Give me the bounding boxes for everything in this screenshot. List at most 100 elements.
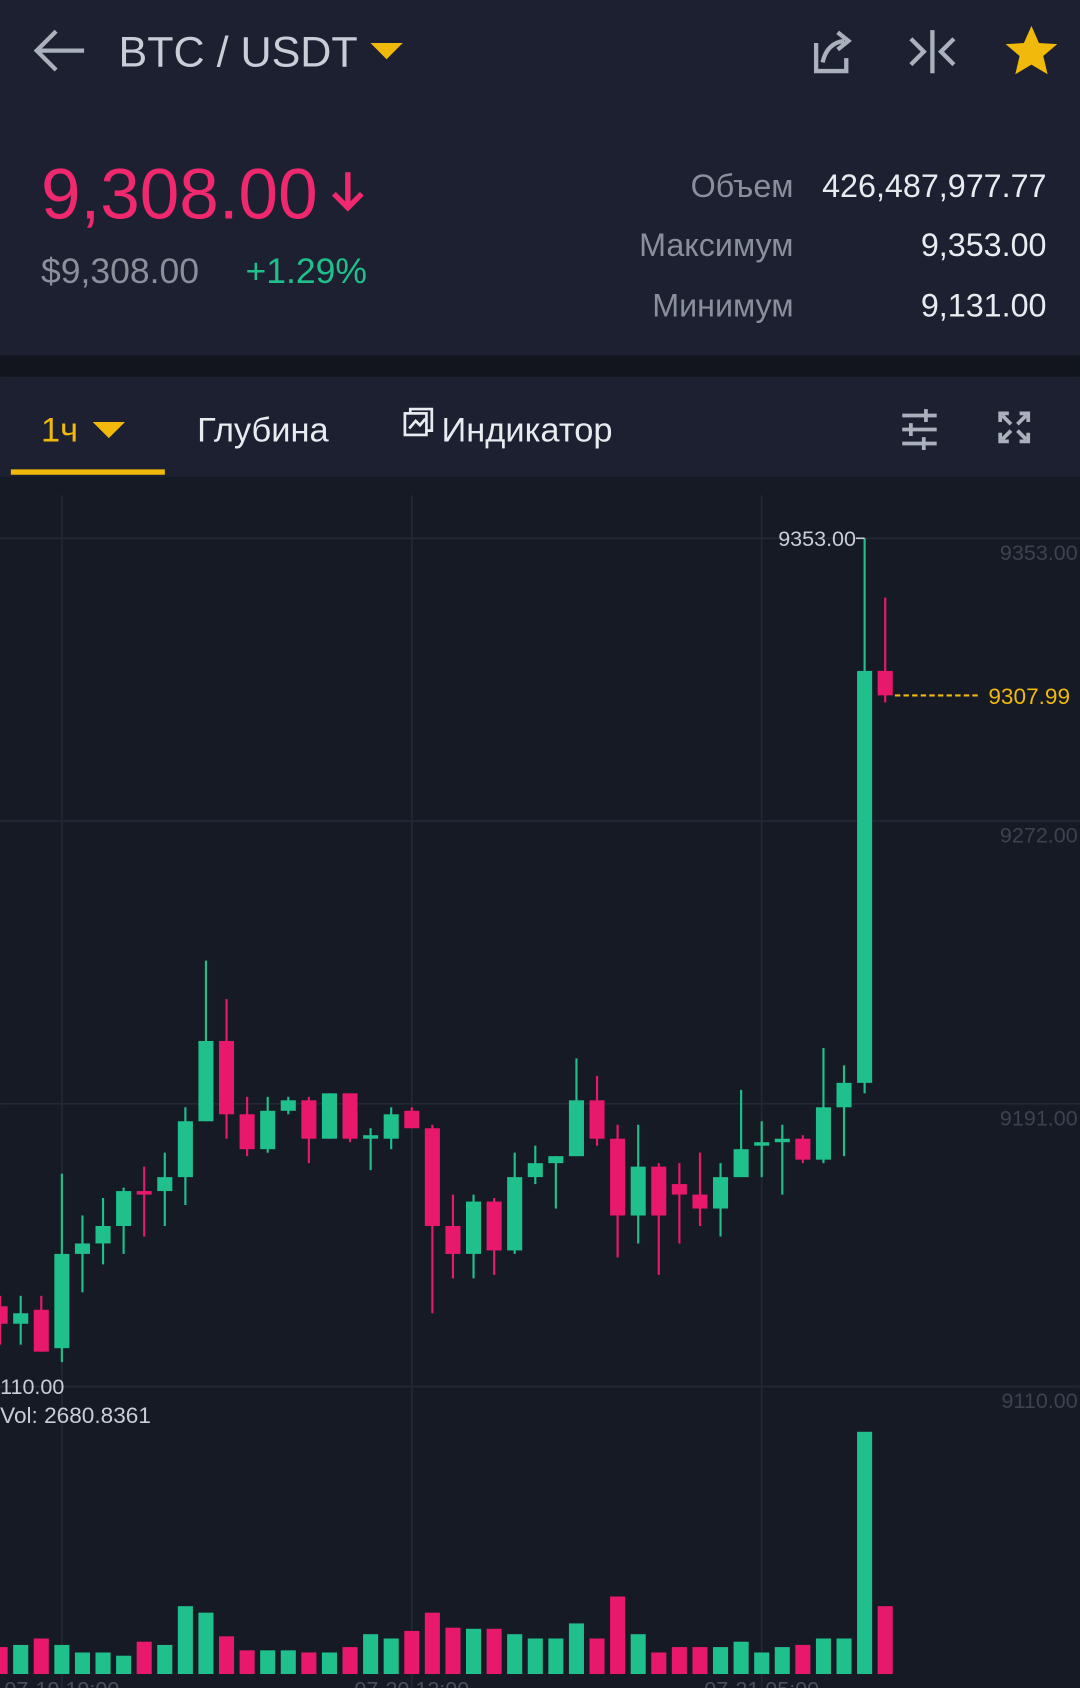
candle-body xyxy=(815,1107,831,1160)
candle-body xyxy=(692,1194,708,1209)
volume-bar xyxy=(651,1652,667,1675)
favorite-star[interactable] xyxy=(1005,25,1058,75)
candle-body xyxy=(219,1040,235,1115)
compare-button[interactable] xyxy=(909,30,956,74)
interval-tab[interactable]: 1ч xyxy=(41,411,78,449)
volume-label: Vol: 2680.8361 xyxy=(0,1403,151,1428)
candle-body xyxy=(0,1306,8,1324)
volume-bar xyxy=(877,1606,893,1675)
volume-bar xyxy=(219,1636,235,1675)
high-marker: 9353.00 xyxy=(778,527,856,551)
candle-body xyxy=(342,1093,358,1139)
volume-bar xyxy=(301,1652,317,1675)
volume-bar xyxy=(136,1641,152,1675)
candle-body xyxy=(733,1149,749,1178)
settings-button[interactable] xyxy=(902,409,937,450)
candle-body xyxy=(712,1177,729,1209)
candle-body xyxy=(177,1121,193,1178)
pair-title[interactable]: BTC / USDT xyxy=(119,29,358,77)
divider xyxy=(0,355,1080,377)
candle-body xyxy=(74,1243,90,1254)
volume-bar xyxy=(630,1634,646,1675)
volume-bar xyxy=(177,1606,193,1675)
price-change: +1.29% xyxy=(246,251,367,291)
candle-body xyxy=(116,1191,132,1226)
volume-bar xyxy=(363,1634,379,1675)
chart-bg xyxy=(0,476,1080,1688)
y-tick-label: 9191.00 xyxy=(1000,1106,1078,1130)
share-button[interactable] xyxy=(813,30,852,74)
candle-body xyxy=(198,1040,214,1122)
volume-bar xyxy=(54,1644,70,1675)
volume-bar xyxy=(774,1647,790,1675)
volume-bar xyxy=(404,1630,420,1675)
last-price-label: 9307.99 xyxy=(988,684,1070,709)
candle-body xyxy=(527,1163,543,1178)
last-price: 9,308.00 xyxy=(41,156,318,235)
candle-body xyxy=(33,1309,49,1352)
volume-bar xyxy=(321,1652,337,1675)
candle-body xyxy=(136,1191,152,1195)
price-usd: $9,308.00 xyxy=(41,251,199,291)
volume-bar xyxy=(527,1638,543,1675)
candle-body xyxy=(424,1128,440,1226)
volume-bar xyxy=(74,1652,90,1675)
fullscreen-button[interactable] xyxy=(998,411,1031,444)
volume-bar xyxy=(280,1650,296,1675)
candle-body xyxy=(404,1110,420,1129)
candle-body xyxy=(157,1177,173,1192)
candle-body xyxy=(630,1166,646,1216)
x-tick-label: 07-20 12:00 xyxy=(354,1678,469,1688)
candle-body xyxy=(651,1166,667,1216)
candle-body xyxy=(507,1177,523,1251)
volume-bar xyxy=(260,1650,276,1675)
candle-body xyxy=(54,1253,70,1349)
volume-bar xyxy=(589,1638,605,1675)
candle-body xyxy=(280,1100,296,1111)
volume-bar xyxy=(548,1638,564,1675)
header-bg xyxy=(0,0,1080,356)
depth-tab[interactable]: Глубина xyxy=(197,411,329,449)
y-tick-label: 9110.00 xyxy=(1002,1389,1078,1413)
stat-label: Минимум xyxy=(652,288,793,324)
volume-bar xyxy=(733,1641,749,1675)
volume-bar xyxy=(33,1638,49,1675)
stat-label: Объем xyxy=(691,168,794,204)
candle-body xyxy=(589,1100,605,1139)
volume-bar xyxy=(95,1652,111,1675)
candle-body xyxy=(610,1138,626,1216)
price-down-arrow xyxy=(331,172,364,212)
candle-body xyxy=(754,1142,770,1146)
stat-label: Максимум xyxy=(639,227,793,263)
tab-bar-bg xyxy=(0,376,1080,477)
tab-underline xyxy=(10,469,165,475)
candle-body xyxy=(301,1100,317,1139)
x-tick-label: 07-19 19:00 xyxy=(4,1678,119,1688)
volume-bar xyxy=(486,1628,502,1675)
candle-body xyxy=(671,1184,687,1195)
volume-bar xyxy=(815,1638,831,1675)
back-button[interactable] xyxy=(33,29,85,72)
indicator-tab[interactable]: Индикатор xyxy=(441,411,612,449)
volume-bar xyxy=(712,1647,729,1675)
candle-body xyxy=(363,1135,379,1139)
candle-body xyxy=(260,1110,276,1150)
volume-bar xyxy=(383,1638,399,1675)
volume-bar xyxy=(795,1644,811,1675)
volume-bar xyxy=(342,1647,358,1675)
stat-value: 426,487,977.77 xyxy=(822,168,1046,204)
pair-dropdown[interactable] xyxy=(370,43,403,60)
candle-body xyxy=(13,1313,29,1324)
candle-body xyxy=(568,1100,584,1157)
stat-value: 9,131.00 xyxy=(921,288,1047,324)
volume-bar xyxy=(157,1644,173,1675)
candle-body xyxy=(836,1082,852,1108)
interval-dropdown[interactable] xyxy=(92,422,125,439)
indicator-icon[interactable] xyxy=(403,407,434,437)
volume-bar xyxy=(239,1650,255,1675)
candle-body xyxy=(465,1201,482,1254)
volume-bar xyxy=(671,1647,687,1675)
candle-body xyxy=(774,1138,790,1143)
